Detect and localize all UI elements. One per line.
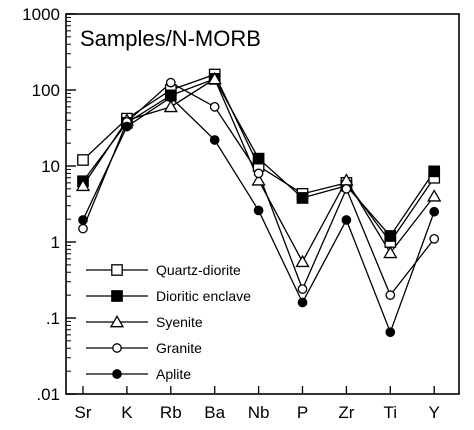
data-point-series-4 xyxy=(429,234,440,244)
y-tick-label: .01 xyxy=(36,385,60,404)
series-line-4 xyxy=(82,81,435,297)
y-axis: .01 .1 1 10 100 1000 xyxy=(22,5,76,404)
x-tick-label: P xyxy=(297,403,308,422)
y-tick-label: 1 xyxy=(51,233,60,252)
x-tick-label: Ti xyxy=(384,403,398,422)
data-point-series-5 xyxy=(297,297,308,308)
data-point-series-2 xyxy=(296,192,309,204)
data-point-series-4 xyxy=(78,223,88,234)
series-lines xyxy=(82,73,435,335)
x-axis: Sr K Rb Ba Nb P Zr Ti Y xyxy=(75,386,440,422)
data-point-series-3 xyxy=(75,178,91,192)
x-tick-label: Y xyxy=(429,403,440,422)
data-point-series-4 xyxy=(209,102,220,112)
data-point-series-4 xyxy=(341,184,352,194)
data-point-series-5 xyxy=(385,327,396,338)
legend-label: Syenite xyxy=(156,314,203,330)
data-point-series-2 xyxy=(428,165,441,178)
data-point-series-4 xyxy=(385,290,396,300)
legend-marker xyxy=(112,343,122,353)
data-point-series-5 xyxy=(78,215,88,225)
x-tick-label: K xyxy=(121,403,133,422)
chart-title: Samples/N-MORB xyxy=(80,26,261,51)
data-point-series-5 xyxy=(341,215,352,225)
legend: Quartz-diorite Dioritic enclave Syenite Gra… xyxy=(86,262,251,382)
data-point-series-2 xyxy=(252,152,265,165)
data-point-series-5 xyxy=(253,205,264,216)
x-tick-label: Sr xyxy=(75,403,92,422)
legend-marker xyxy=(111,264,123,276)
plot-frame xyxy=(65,13,460,395)
data-point-series-5 xyxy=(165,92,176,103)
data-point-series-5 xyxy=(122,121,132,132)
data-point-series-3 xyxy=(383,245,398,259)
data-point-series-5 xyxy=(209,135,220,145)
legend-label: Quartz-diorite xyxy=(156,262,241,278)
data-point-series-5 xyxy=(429,206,440,217)
data-point-series-4 xyxy=(253,168,264,179)
series-markers xyxy=(75,68,442,338)
data-point-series-1 xyxy=(77,154,89,166)
data-point-series-4 xyxy=(165,77,176,88)
legend-marker xyxy=(112,369,122,379)
data-point-series-3 xyxy=(427,189,442,202)
y-tick-label: 10 xyxy=(41,157,60,176)
data-point-series-4 xyxy=(297,284,308,294)
x-tick-label: Nb xyxy=(248,403,270,422)
y-tick-label: 100 xyxy=(32,81,60,100)
legend-label: Aplite xyxy=(156,366,191,382)
legend-marker xyxy=(109,314,125,328)
data-point-series-3 xyxy=(163,99,178,113)
data-point-series-3 xyxy=(295,254,310,268)
y-tick-label: .1 xyxy=(46,309,60,328)
x-tick-label: Zr xyxy=(338,403,354,422)
x-tick-label: Rb xyxy=(160,403,182,422)
data-point-series-2 xyxy=(384,230,397,242)
y-tick-label: 1000 xyxy=(22,5,60,24)
data-point-series-3 xyxy=(207,71,222,85)
legend-label: Granite xyxy=(156,340,202,356)
data-point-series-3 xyxy=(251,173,266,186)
legend-marker xyxy=(111,290,123,302)
x-tick-label: Ba xyxy=(204,403,225,422)
legend-label: Dioritic enclave xyxy=(156,288,251,304)
